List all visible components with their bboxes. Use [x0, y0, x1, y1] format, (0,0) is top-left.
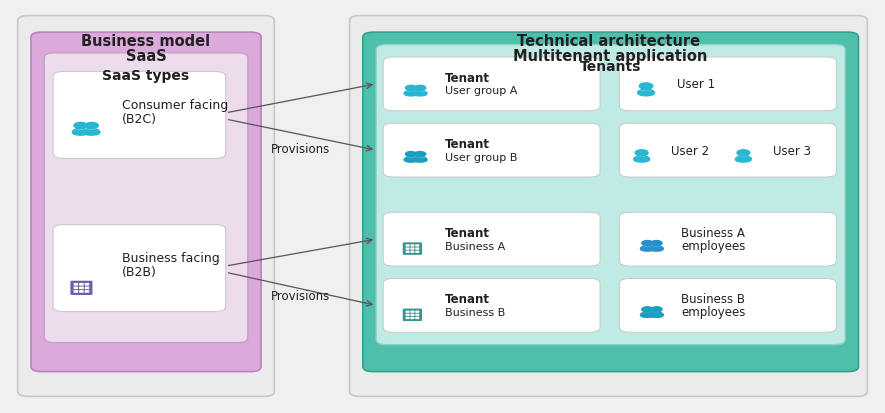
Ellipse shape: [404, 159, 418, 163]
Text: (B2C): (B2C): [122, 113, 158, 126]
FancyBboxPatch shape: [411, 317, 414, 319]
Ellipse shape: [84, 131, 100, 136]
FancyBboxPatch shape: [411, 248, 414, 250]
Circle shape: [639, 84, 653, 90]
Ellipse shape: [73, 131, 89, 136]
FancyBboxPatch shape: [403, 243, 422, 255]
Circle shape: [642, 241, 653, 246]
Text: Business B: Business B: [681, 292, 745, 306]
Text: User 3: User 3: [773, 144, 811, 157]
Text: User 1: User 1: [677, 78, 715, 91]
FancyBboxPatch shape: [79, 290, 84, 293]
Ellipse shape: [641, 247, 654, 252]
Text: employees: employees: [681, 240, 746, 253]
FancyBboxPatch shape: [383, 58, 600, 112]
Text: SaaS: SaaS: [126, 49, 166, 64]
FancyBboxPatch shape: [405, 311, 410, 313]
FancyBboxPatch shape: [405, 248, 410, 250]
Circle shape: [642, 307, 653, 312]
FancyBboxPatch shape: [18, 17, 274, 396]
FancyBboxPatch shape: [411, 311, 414, 313]
Text: Tenants: Tenants: [580, 60, 642, 74]
FancyBboxPatch shape: [53, 225, 226, 312]
FancyBboxPatch shape: [71, 281, 92, 295]
Circle shape: [85, 123, 98, 129]
FancyBboxPatch shape: [620, 213, 836, 266]
Text: Business model: Business model: [81, 34, 211, 49]
FancyBboxPatch shape: [383, 279, 600, 332]
Ellipse shape: [650, 313, 663, 318]
FancyBboxPatch shape: [620, 58, 836, 112]
FancyBboxPatch shape: [405, 245, 410, 247]
Ellipse shape: [650, 247, 663, 252]
Text: User 2: User 2: [671, 144, 709, 157]
Text: Business B: Business B: [445, 307, 505, 317]
FancyBboxPatch shape: [411, 245, 414, 247]
FancyBboxPatch shape: [53, 72, 226, 159]
FancyBboxPatch shape: [376, 45, 845, 345]
FancyBboxPatch shape: [73, 287, 78, 290]
FancyBboxPatch shape: [405, 314, 410, 316]
Text: Provisions: Provisions: [272, 142, 330, 155]
Text: SaaS types: SaaS types: [103, 69, 189, 83]
Text: Business A: Business A: [445, 241, 505, 251]
Text: Consumer facing: Consumer facing: [122, 99, 228, 112]
Text: Provisions: Provisions: [272, 289, 330, 302]
Circle shape: [405, 152, 417, 157]
FancyBboxPatch shape: [620, 279, 836, 332]
Ellipse shape: [735, 158, 751, 163]
FancyBboxPatch shape: [85, 287, 89, 290]
Text: Business facing: Business facing: [122, 252, 219, 265]
Ellipse shape: [634, 158, 650, 163]
FancyBboxPatch shape: [620, 124, 836, 178]
FancyBboxPatch shape: [73, 283, 78, 286]
Text: Tenant: Tenant: [445, 226, 490, 240]
Ellipse shape: [641, 313, 654, 318]
Circle shape: [415, 152, 426, 157]
Text: Tenant: Tenant: [445, 71, 490, 85]
FancyBboxPatch shape: [415, 248, 419, 250]
Text: Technical architecture: Technical architecture: [517, 34, 700, 49]
Circle shape: [651, 241, 662, 246]
Circle shape: [635, 150, 648, 157]
Ellipse shape: [638, 92, 654, 97]
FancyBboxPatch shape: [85, 283, 89, 286]
Text: Multitenant application: Multitenant application: [513, 49, 708, 64]
Circle shape: [651, 307, 662, 312]
Circle shape: [737, 150, 750, 157]
FancyBboxPatch shape: [405, 317, 410, 319]
Text: User group A: User group A: [445, 86, 518, 96]
Ellipse shape: [413, 159, 427, 163]
FancyBboxPatch shape: [411, 251, 414, 253]
FancyBboxPatch shape: [383, 213, 600, 266]
FancyBboxPatch shape: [73, 290, 78, 293]
FancyBboxPatch shape: [383, 124, 600, 178]
FancyBboxPatch shape: [85, 290, 89, 293]
FancyBboxPatch shape: [405, 251, 410, 253]
Text: User group B: User group B: [445, 152, 518, 162]
Ellipse shape: [404, 93, 418, 97]
Text: (B2B): (B2B): [122, 266, 157, 279]
Circle shape: [405, 86, 417, 91]
Text: Business A: Business A: [681, 226, 745, 240]
FancyBboxPatch shape: [411, 314, 414, 316]
Text: Tenant: Tenant: [445, 292, 490, 306]
Text: employees: employees: [681, 306, 746, 319]
FancyBboxPatch shape: [415, 317, 419, 319]
FancyBboxPatch shape: [79, 287, 84, 290]
Text: Tenant: Tenant: [445, 138, 490, 151]
Circle shape: [74, 123, 88, 129]
FancyBboxPatch shape: [363, 33, 858, 372]
FancyBboxPatch shape: [79, 283, 84, 286]
FancyBboxPatch shape: [31, 33, 261, 372]
FancyBboxPatch shape: [44, 54, 248, 343]
FancyBboxPatch shape: [415, 251, 419, 253]
Ellipse shape: [413, 93, 427, 97]
FancyBboxPatch shape: [415, 311, 419, 313]
Circle shape: [415, 86, 426, 91]
FancyBboxPatch shape: [350, 17, 867, 396]
FancyBboxPatch shape: [415, 314, 419, 316]
FancyBboxPatch shape: [403, 309, 422, 321]
FancyBboxPatch shape: [415, 245, 419, 247]
